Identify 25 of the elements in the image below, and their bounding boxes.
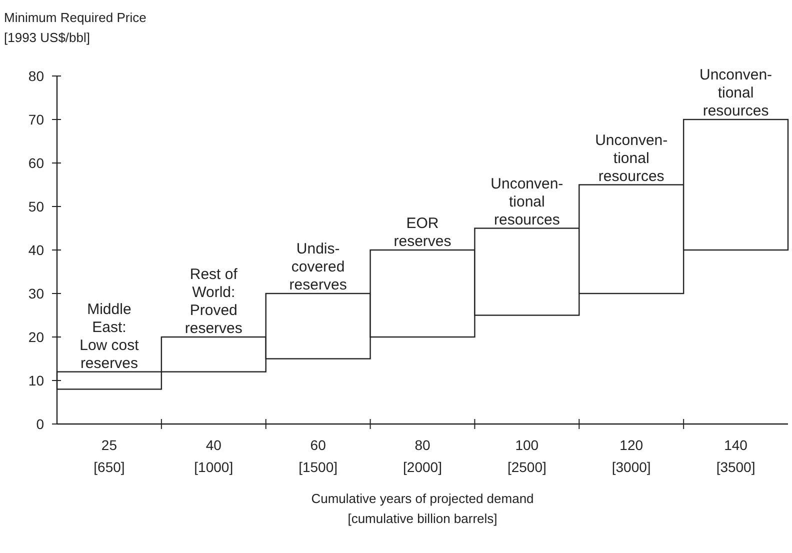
- annotation: Unconven- tional resources: [490, 175, 564, 228]
- annotation: Undis- covered reserves: [289, 240, 347, 294]
- annotation: Rest of World: Proved reserves: [184, 266, 242, 337]
- y-tick-label: 60: [28, 154, 44, 171]
- y-tick-label: 20: [28, 328, 44, 345]
- y-tick-label: 10: [28, 372, 44, 388]
- annotation: Unconven- tional resources: [595, 132, 668, 185]
- x-tick-label: 140 [3500]: [716, 437, 756, 475]
- x-tick-label: 25 [650]: [94, 437, 125, 475]
- x-tick-label: 100 [2500]: [507, 437, 546, 475]
- y-tick-label: 50: [28, 198, 44, 214]
- y-tick-label: 30: [28, 285, 44, 302]
- annotation: Unconven- tional resources: [700, 66, 772, 120]
- x-axis-title: Cumulative years of projected demand [cumulative billion barrels]: [311, 491, 534, 526]
- x-tick-label: 120 [3000]: [612, 437, 651, 475]
- x-tick-label: 60 [1500]: [298, 437, 338, 475]
- y-tick-label: 0: [36, 416, 44, 432]
- x-tick-label: 40 [1000]: [194, 437, 234, 475]
- y-tick-label: 80: [28, 68, 44, 84]
- annotation: Middle East: Low cost reserves: [80, 300, 140, 372]
- y-tick-label: 40: [28, 242, 44, 258]
- x-tick-label: 80 [2000]: [403, 437, 442, 475]
- y-tick-label: 70: [28, 111, 44, 128]
- annotation: EOR reserves: [394, 215, 452, 250]
- y-axis-title: Minimum Required Price [1993 US$/bbl]: [4, 10, 146, 45]
